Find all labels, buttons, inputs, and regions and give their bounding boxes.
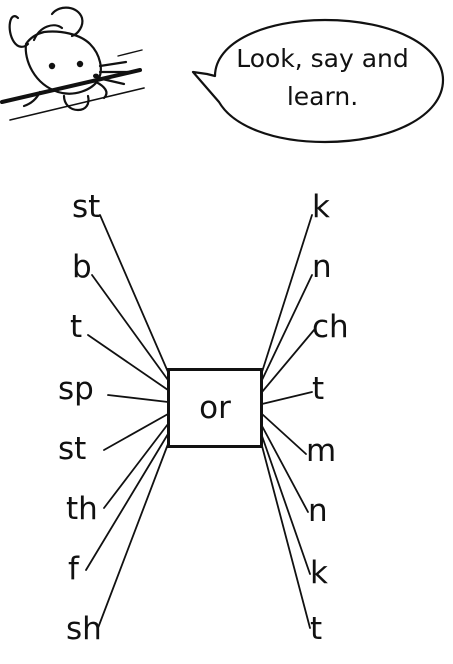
connector-left-1 xyxy=(99,214,169,373)
connector-right-7 xyxy=(261,435,311,575)
right-word-6: n xyxy=(308,493,328,529)
connector-right-6 xyxy=(261,425,309,513)
speech-line-1: Look, say and xyxy=(236,44,409,73)
center-letter-label: or xyxy=(199,390,231,426)
right-word-7: k xyxy=(310,555,328,591)
speech-bubble xyxy=(191,18,445,144)
right-word-4: t xyxy=(312,371,325,407)
left-word-6: th xyxy=(66,491,98,527)
left-word-7: f xyxy=(68,551,79,587)
connector-right-5 xyxy=(261,413,307,455)
left-word-8: sh xyxy=(66,611,102,647)
connector-left-2 xyxy=(91,274,169,381)
right-word-5: m xyxy=(306,433,337,469)
right-word-8: t xyxy=(310,611,323,647)
connector-left-7 xyxy=(85,433,169,571)
center-letter-box: or xyxy=(167,368,263,448)
right-word-1: k xyxy=(312,189,330,225)
connector-right-3 xyxy=(261,329,315,393)
left-word-1: st xyxy=(72,189,101,225)
left-word-4: sp xyxy=(58,371,94,407)
connector-left-5 xyxy=(103,413,169,451)
right-word-3: ch xyxy=(312,309,349,345)
right-word-2: n xyxy=(312,249,332,285)
connector-left-8 xyxy=(97,443,169,629)
connector-right-8 xyxy=(261,445,311,629)
left-word-3: t xyxy=(70,309,83,345)
connector-left-4 xyxy=(107,394,169,403)
speech-bubble-text: Look, say and learn. xyxy=(210,40,435,116)
connector-right-1 xyxy=(261,214,313,373)
left-word-5: st xyxy=(58,431,87,467)
speech-line-2: learn. xyxy=(286,82,359,111)
connector-right-2 xyxy=(261,274,313,381)
connector-left-6 xyxy=(103,423,169,509)
mouse-peeking-icon xyxy=(0,6,145,121)
left-word-2: b xyxy=(72,249,92,285)
connector-right-4 xyxy=(261,391,313,405)
connector-left-3 xyxy=(87,334,169,391)
